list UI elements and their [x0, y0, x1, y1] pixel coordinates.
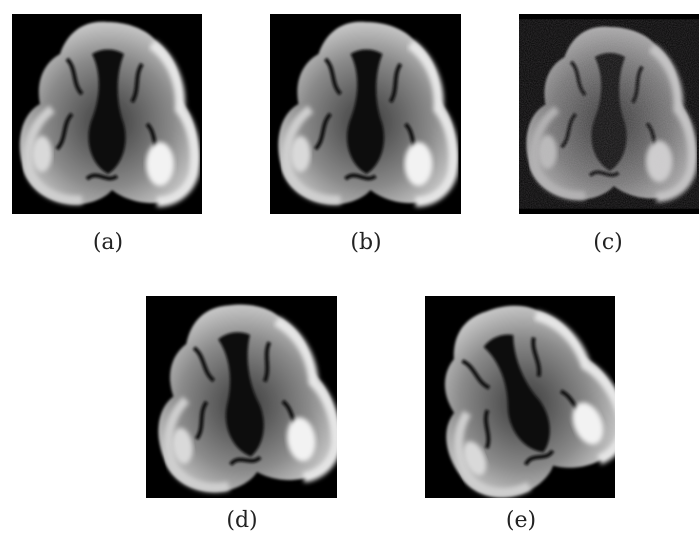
caption-e: (e) — [505, 508, 537, 533]
mri-panel-e — [425, 296, 615, 498]
caption-a: (a) — [92, 230, 124, 255]
caption-b: (b) — [350, 230, 382, 255]
mri-panel-c — [519, 14, 699, 214]
brain-mri-slice-icon — [270, 14, 461, 214]
caption-c: (c) — [593, 230, 623, 255]
mri-panel-b — [270, 14, 461, 214]
caption-d: (d) — [226, 508, 258, 533]
brain-mri-slice-icon — [519, 19, 699, 209]
brain-mri-slice-icon — [12, 14, 202, 214]
mri-panel-a — [12, 14, 202, 214]
brain-mri-slice-icon — [146, 296, 337, 498]
mri-panel-d — [146, 296, 337, 498]
brain-mri-slice-icon — [425, 296, 615, 498]
